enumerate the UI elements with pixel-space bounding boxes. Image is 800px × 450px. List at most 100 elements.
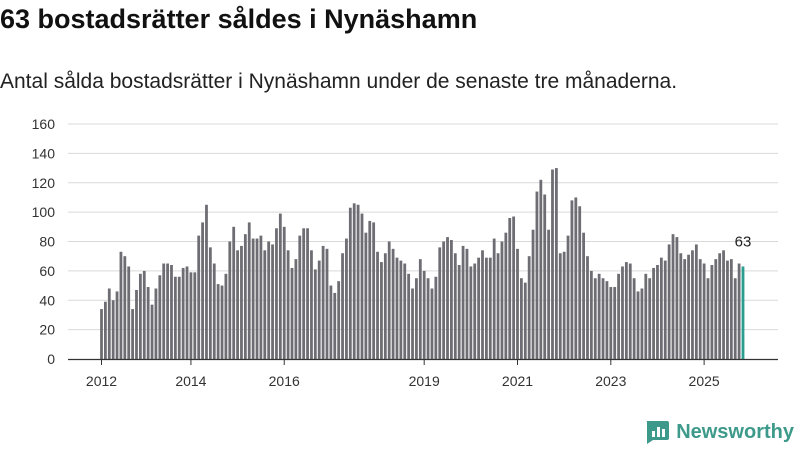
bar <box>597 273 601 359</box>
bar <box>609 287 613 359</box>
bar <box>142 270 146 360</box>
bar <box>166 263 169 359</box>
bar <box>558 253 562 359</box>
bar <box>415 278 418 359</box>
bar <box>679 253 683 359</box>
bar <box>698 259 702 360</box>
bar <box>710 265 714 359</box>
bar <box>290 267 294 359</box>
bar <box>403 263 407 359</box>
bar <box>220 285 224 359</box>
bar <box>267 241 271 359</box>
bar <box>714 259 718 360</box>
bar <box>586 256 589 359</box>
bar <box>481 250 484 359</box>
bar <box>395 257 399 359</box>
bar <box>317 260 321 359</box>
y-tick-label: 100 <box>32 204 56 220</box>
bar <box>111 300 115 359</box>
bar <box>438 247 442 360</box>
bar <box>683 259 687 360</box>
bar <box>372 222 376 359</box>
bar <box>485 257 488 359</box>
bar <box>562 251 566 359</box>
bar <box>185 266 189 359</box>
bar <box>726 260 729 359</box>
bar <box>407 273 411 359</box>
bar <box>434 276 438 359</box>
bar <box>589 270 593 360</box>
bar <box>422 270 426 360</box>
bar <box>259 235 263 360</box>
bar <box>282 226 286 359</box>
bar <box>500 241 504 359</box>
bar <box>135 289 138 359</box>
bar <box>263 250 267 359</box>
y-tick-label: 120 <box>32 175 56 191</box>
bar <box>473 263 477 359</box>
bar <box>535 191 539 359</box>
bar <box>547 229 551 359</box>
brand: Newsworthy <box>644 419 794 445</box>
bar <box>123 256 127 359</box>
bar <box>201 222 204 359</box>
bar <box>442 241 446 359</box>
bar <box>224 273 228 359</box>
bar <box>181 267 185 359</box>
bar <box>648 278 652 359</box>
bar <box>492 238 496 359</box>
bar <box>356 204 360 359</box>
bar <box>294 259 298 360</box>
bar <box>539 179 543 359</box>
bar <box>205 204 208 359</box>
x-tick-label: 2016 <box>269 373 300 389</box>
bar <box>640 288 644 359</box>
bar <box>298 235 302 360</box>
bar <box>154 288 158 359</box>
x-tick-label: 2025 <box>689 373 720 389</box>
bar <box>531 229 535 359</box>
y-tick-label: 40 <box>39 292 55 308</box>
bar <box>729 259 733 360</box>
bar <box>240 245 243 359</box>
bar <box>737 263 741 359</box>
bar <box>177 276 181 359</box>
bar <box>636 291 640 359</box>
bar <box>146 287 150 359</box>
bar <box>127 266 131 359</box>
bar <box>251 238 255 359</box>
bar <box>247 222 251 359</box>
bars <box>100 168 745 360</box>
bar <box>310 250 313 359</box>
bar <box>706 278 710 359</box>
bar <box>232 226 236 359</box>
bar <box>243 234 247 359</box>
bar <box>271 244 274 359</box>
bar <box>671 234 675 359</box>
bar <box>391 248 395 359</box>
bar <box>329 285 333 359</box>
bar <box>496 253 500 359</box>
bar <box>617 273 620 359</box>
bar <box>107 288 111 359</box>
bar <box>170 265 173 359</box>
bar <box>418 259 422 360</box>
bar <box>345 238 348 359</box>
bar <box>383 253 387 359</box>
bar <box>162 263 166 359</box>
x-tick-label: 2012 <box>86 373 117 389</box>
bar <box>675 237 679 359</box>
bar-chart-logo-icon <box>646 421 670 444</box>
bar <box>426 278 430 359</box>
bar <box>508 218 512 359</box>
bar <box>376 251 379 359</box>
bar <box>216 284 220 359</box>
bar <box>691 250 694 359</box>
bar <box>465 248 469 359</box>
y-tick-label: 0 <box>47 351 55 367</box>
bar <box>574 197 578 359</box>
bar <box>399 260 403 359</box>
bar <box>469 266 473 359</box>
bar <box>337 281 341 359</box>
